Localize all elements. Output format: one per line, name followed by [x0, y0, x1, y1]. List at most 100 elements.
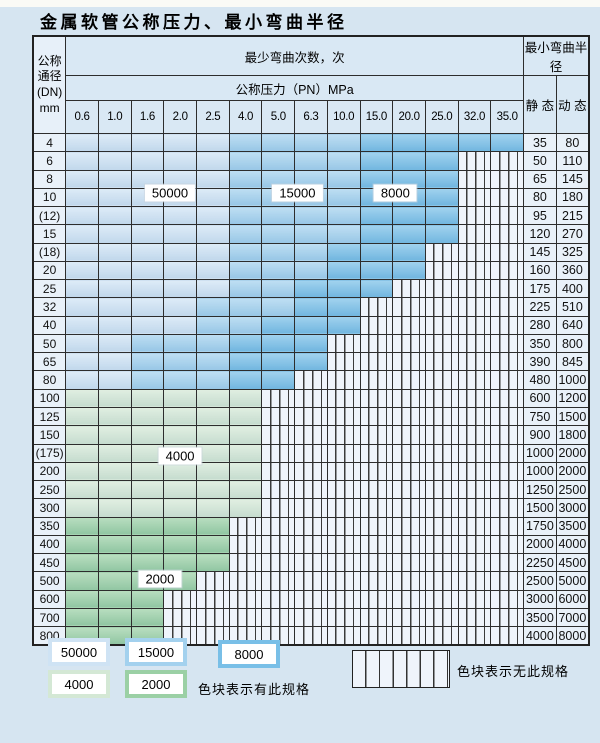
spec-cell — [97, 370, 132, 390]
spec-cell — [130, 480, 165, 500]
spec-cell — [163, 388, 198, 408]
spec-cell — [130, 553, 165, 573]
min-bend-radius-header: 最小弯曲半径 — [523, 35, 590, 76]
no-spec-cell — [424, 388, 459, 408]
spec-cell — [65, 498, 99, 518]
dn-cell: 200 — [32, 461, 67, 482]
spec-cell — [294, 169, 328, 189]
no-spec-cell — [424, 315, 459, 335]
table-row: 200 1000 2000 — [32, 461, 590, 482]
no-spec-cell — [392, 626, 426, 646]
no-spec-cell — [228, 571, 263, 591]
no-spec-cell — [490, 169, 525, 189]
top-margin-strip — [0, 0, 600, 7]
spec-cell — [196, 187, 230, 208]
spec-cell — [97, 498, 132, 518]
no-spec-cell — [294, 626, 328, 646]
static-radius-cell: 3500 — [523, 607, 557, 628]
corner-line: mm — [39, 100, 60, 115]
table-row: 80 480 1000 — [32, 370, 590, 390]
no-spec-cell — [457, 480, 492, 500]
spec-cell — [130, 132, 165, 153]
dn-cell: 500 — [32, 571, 67, 591]
spec-cell — [97, 333, 132, 354]
spec-cell — [294, 132, 328, 153]
no-spec-cell — [424, 242, 459, 262]
spec-cell — [65, 333, 99, 354]
spec-cell — [130, 516, 165, 536]
no-spec-cell — [457, 516, 492, 536]
no-spec-cell — [163, 589, 198, 609]
no-spec-cell — [294, 571, 328, 591]
spec-table-head: 公称 通径 (DN) mm 最少弯曲次数，次 最小弯曲半径 公称压力（PN）MPa 静 态动 … — [32, 35, 590, 134]
spec-cell — [326, 297, 361, 317]
spec-cell — [359, 224, 394, 244]
spec-cell — [65, 425, 99, 445]
no-spec-cell — [294, 589, 328, 609]
corner-line: (DN) — [36, 85, 63, 99]
spec-cell — [261, 370, 296, 390]
no-spec-cell — [490, 516, 525, 536]
spec-cell — [294, 206, 328, 226]
spec-cell — [261, 132, 296, 153]
table-row: 800 4000 8000 — [32, 626, 590, 646]
spec-cell — [228, 242, 263, 262]
spec-cell — [228, 443, 263, 463]
no-spec-cell — [490, 260, 525, 281]
spec-cell — [65, 553, 99, 573]
no-spec-cell — [457, 297, 492, 317]
no-spec-cell — [457, 242, 492, 262]
spec-cell — [65, 607, 99, 628]
spec-cell — [196, 333, 230, 354]
static-radius-cell: 120 — [523, 224, 557, 244]
dn-cell: 50 — [32, 333, 67, 354]
spec-cell — [326, 169, 361, 189]
no-spec-cell — [326, 516, 361, 536]
spec-cell — [261, 315, 296, 335]
dn-cell: (12) — [32, 206, 67, 226]
spec-cell — [97, 553, 132, 573]
no-spec-cell — [326, 425, 361, 445]
spec-cell — [163, 315, 198, 335]
spec-cell — [65, 370, 99, 390]
no-spec-cell — [424, 425, 459, 445]
no-spec-cell — [261, 461, 296, 482]
dynamic-radius-cell: 1000 — [555, 370, 590, 390]
spec-cell — [196, 388, 230, 408]
spec-cell — [228, 406, 263, 427]
no-spec-cell — [457, 589, 492, 609]
no-spec-cell — [359, 534, 394, 555]
spec-cell — [130, 406, 165, 427]
table-row: 350 1750 3500 — [32, 516, 590, 536]
spec-cell — [163, 553, 198, 573]
no-spec-cell — [424, 607, 459, 628]
legend-no-spec-swatch — [352, 650, 450, 688]
no-spec-cell — [490, 151, 525, 171]
spec-cell — [261, 352, 296, 372]
spec-cell — [359, 132, 394, 153]
spec-cell — [359, 169, 394, 189]
static-radius-cell: 35 — [523, 132, 557, 153]
spec-cell — [130, 589, 165, 609]
spec-cell — [97, 607, 132, 628]
no-spec-cell — [490, 607, 525, 628]
no-spec-cell — [424, 589, 459, 609]
spec-cell — [196, 279, 230, 299]
legend-swatch-label: 50000 — [52, 642, 106, 662]
spec-cell — [65, 480, 99, 500]
pressure-value: 10.0 — [326, 100, 361, 134]
no-spec-cell — [392, 315, 426, 335]
spec-cell — [163, 132, 198, 153]
static-radius-cell: 50 — [523, 151, 557, 171]
no-spec-cell — [359, 553, 394, 573]
spec-cell — [65, 534, 99, 555]
spec-cell — [97, 224, 132, 244]
dn-cell: 450 — [32, 553, 67, 573]
legend-swatch-label: 2000 — [129, 674, 183, 694]
no-spec-cell — [490, 297, 525, 317]
no-spec-cell — [294, 516, 328, 536]
no-spec-cell — [392, 279, 426, 299]
no-spec-cell — [424, 333, 459, 354]
no-spec-cell — [326, 589, 361, 609]
